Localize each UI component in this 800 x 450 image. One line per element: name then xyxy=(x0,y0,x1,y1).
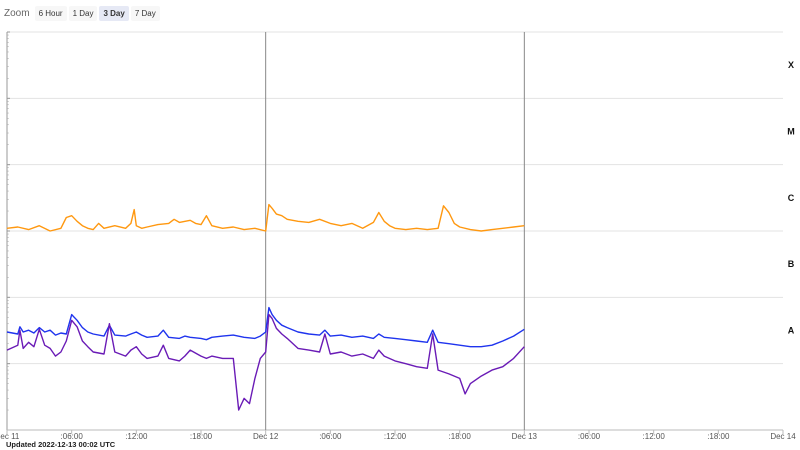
flare-class-label: M xyxy=(787,127,795,137)
updated-timestamp: Updated 2022-12-13 00:02 UTC xyxy=(6,440,116,449)
x-tick-label: :18:00 xyxy=(449,432,472,441)
x-tick-label: :06:00 xyxy=(578,432,601,441)
x-tick-label: Dec 11 xyxy=(0,432,20,441)
flare-class-label: C xyxy=(788,193,795,203)
x-tick-label: :12:00 xyxy=(384,432,407,441)
x-tick-label: :06:00 xyxy=(61,432,84,441)
x-tick-label: Dec 13 xyxy=(512,432,538,441)
series-line-2 xyxy=(6,313,525,411)
zoom-7-day-button[interactable]: 7 Day xyxy=(130,5,160,21)
flare-class-label: B xyxy=(788,259,795,269)
zoom-6-hour-button[interactable]: 6 Hour xyxy=(34,5,67,21)
x-tick-label: :18:00 xyxy=(707,432,730,441)
series-line-0 xyxy=(6,203,525,232)
x-tick-label: Dec 12 xyxy=(253,432,279,441)
zoom-1-day-button[interactable]: 1 Day xyxy=(68,5,98,21)
x-tick-label: :06:00 xyxy=(319,432,342,441)
series-line-1 xyxy=(6,306,525,348)
zoom-bar: Zoom 6 Hour 1 Day 3 Day 7 Day xyxy=(4,4,160,22)
flare-class-label: A xyxy=(788,326,795,336)
x-tick-label: Dec 14 xyxy=(770,432,796,441)
flare-class-label: X xyxy=(788,60,794,70)
x-tick-label: :12:00 xyxy=(643,432,666,441)
zoom-3-day-button[interactable]: 3 Day xyxy=(99,5,129,21)
zoom-label: Zoom xyxy=(4,7,30,19)
x-tick-label: :18:00 xyxy=(190,432,213,441)
x-tick-label: :12:00 xyxy=(125,432,148,441)
